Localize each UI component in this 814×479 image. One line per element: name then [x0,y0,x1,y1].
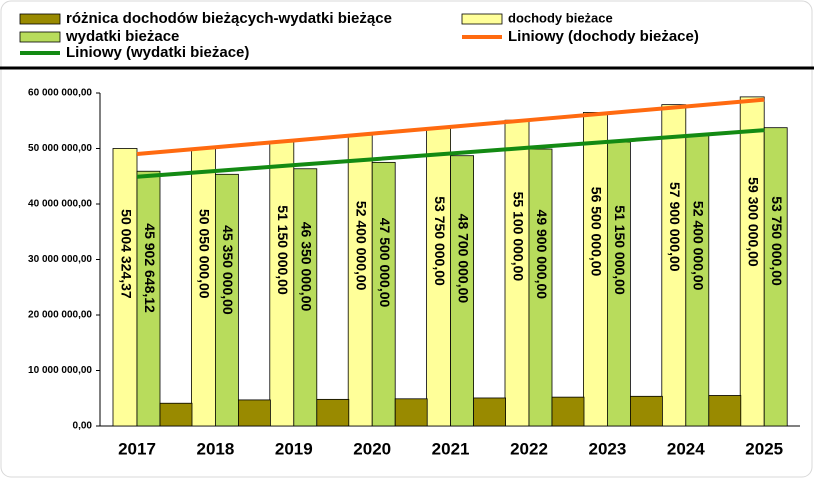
bar [190,147,216,427]
bar [450,155,475,427]
legend-swatch [461,13,503,25]
data-label: 56 500 000,00 [589,187,605,277]
bar [528,148,553,427]
bar [237,399,271,427]
x-tick-label: 2019 [275,439,313,458]
bar [504,119,530,427]
trend-line [136,97,765,157]
x-tick-label: 2018 [196,439,234,458]
bar [316,398,350,427]
legend-swatch [19,13,61,25]
bar [739,96,765,427]
bar [214,173,239,427]
bar [159,402,193,427]
data-label: 47 500 000,00 [377,218,393,308]
data-label: 53 750 000,00 [432,196,448,286]
legend-label: Liniowy (wydatki bieżace) [66,44,249,61]
data-label: 46 350 000,00 [299,222,315,312]
bar [371,161,396,427]
data-label: 49 900 000,00 [534,210,550,300]
data-label: 45 350 000,00 [220,225,236,315]
x-tick-label: 2025 [745,439,783,458]
data-label: 45 902 648,12 [142,223,158,313]
y-tick-label: 30 000 000,00 [28,254,92,265]
bar [426,127,452,427]
data-label: 50 004 324,37 [118,209,134,299]
data-label: 55 100 000,00 [510,192,526,282]
data-label: 48 700 000,00 [455,214,471,304]
bar [394,398,428,427]
bar [583,112,608,427]
y-tick-label: 10 000 000,00 [28,365,92,376]
y-tick-label: 20 000 000,00 [28,310,92,321]
x-tick-label: 2022 [510,439,548,458]
legend-swatch [19,31,61,43]
legend-label: dochody bieżace [508,10,613,25]
data-label: 59 300 000,00 [745,177,761,267]
data-label: 52 400 000,00 [353,201,369,291]
legend-label: wydatki bieżace [65,28,179,45]
y-tick-label: 0,00 [73,421,93,432]
bar [763,127,788,427]
bar [269,141,295,427]
bar [347,134,373,427]
trend-line [136,128,765,179]
data-label: 53 750 000,00 [769,196,785,286]
x-tick-label: 2021 [432,439,470,458]
legend-label: różnica dochodów bieżących-wydatki bieżą… [66,10,392,27]
bar [708,395,742,427]
bar [551,396,585,427]
data-label: 51 150 000,00 [275,205,291,295]
legend-label: Liniowy (dochody bieżace) [508,28,699,45]
x-tick-label: 2020 [353,439,391,458]
data-label: 57 900 000,00 [667,182,683,272]
data-label: 51 150 000,00 [612,205,628,295]
y-tick-label: 60 000 000,00 [28,88,92,99]
x-tick-label: 2024 [667,439,705,458]
data-label: 50 050 000,00 [197,209,213,299]
bar [630,395,663,427]
data-label: 52 400 000,00 [691,201,707,291]
bar [473,397,507,427]
y-tick-label: 40 000 000,00 [28,199,92,210]
bar [136,170,161,427]
bar [293,168,318,427]
x-tick-label: 2023 [588,439,626,458]
x-tick-label: 2017 [118,439,156,458]
y-tick-label: 50 000 000,00 [28,143,92,154]
